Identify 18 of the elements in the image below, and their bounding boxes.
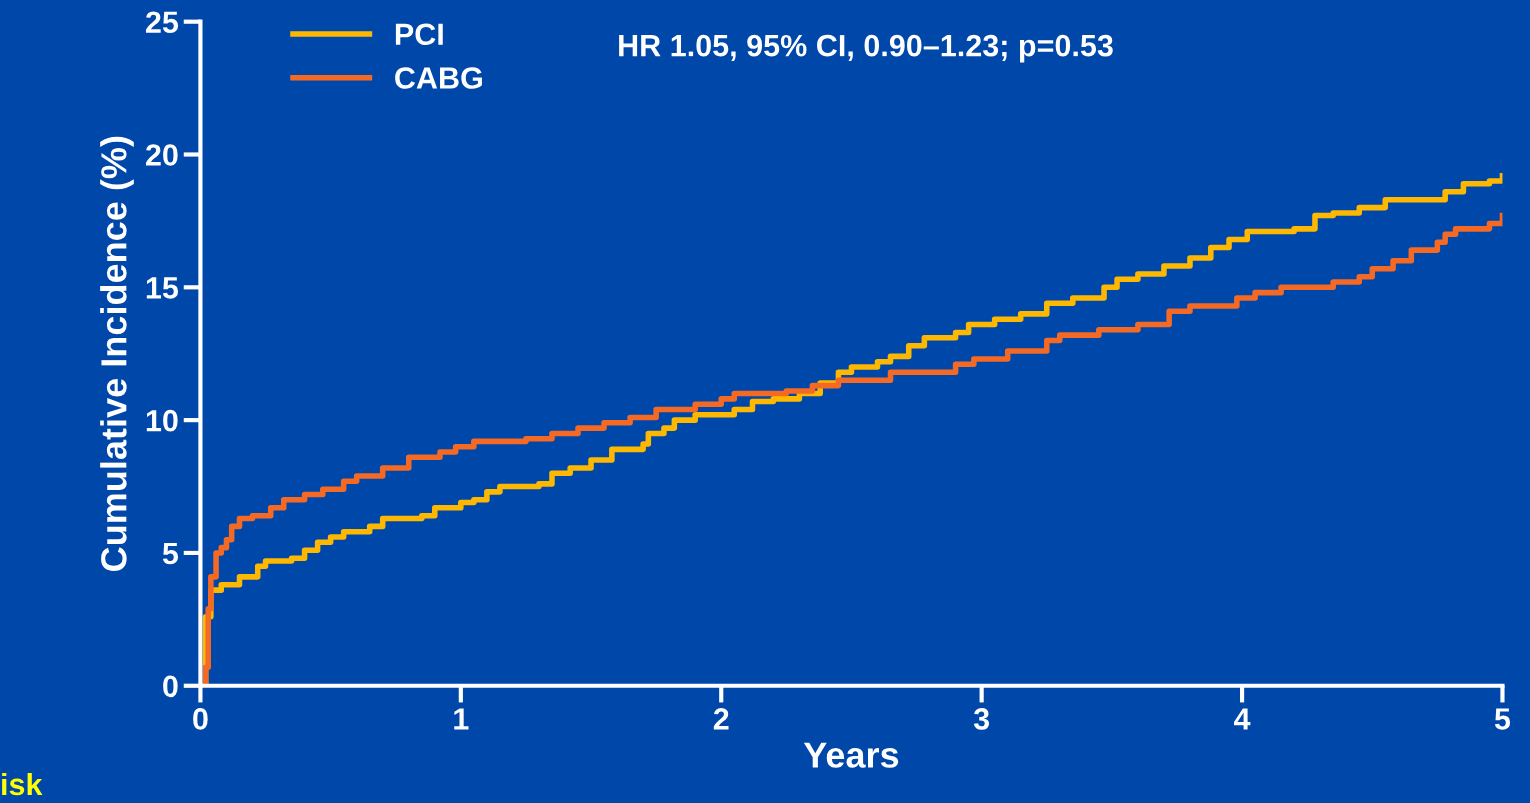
text: isk [2,772,43,796]
legend-label: PCI [395,23,443,46]
y-axis-title: Cumulative Incidence (%) [100,136,134,571]
y-tick-label: 15 [146,277,179,299]
y-tick-label: 0 [163,675,178,698]
y-tick-label: 5 [162,543,179,565]
y-tick-label: 10 [146,409,178,432]
x-tick-label: 1 [454,708,469,730]
legend-label: CABG [395,67,482,89]
x-tick-label: 0 [193,708,208,730]
x-tick-label: 3 [973,708,990,730]
x-tick-label: 4 [1234,708,1251,730]
x-tick-label: 2 [713,708,729,730]
annotation: HR 1.05, 95% CI, 0.90–1.23; p=0.53 [619,34,1113,63]
y-tick-label: 20 [145,144,178,166]
x-tick-label: 5 [1494,708,1511,730]
x-axis-title: Years [803,742,899,768]
y-tick-label: 25 [145,11,179,34]
